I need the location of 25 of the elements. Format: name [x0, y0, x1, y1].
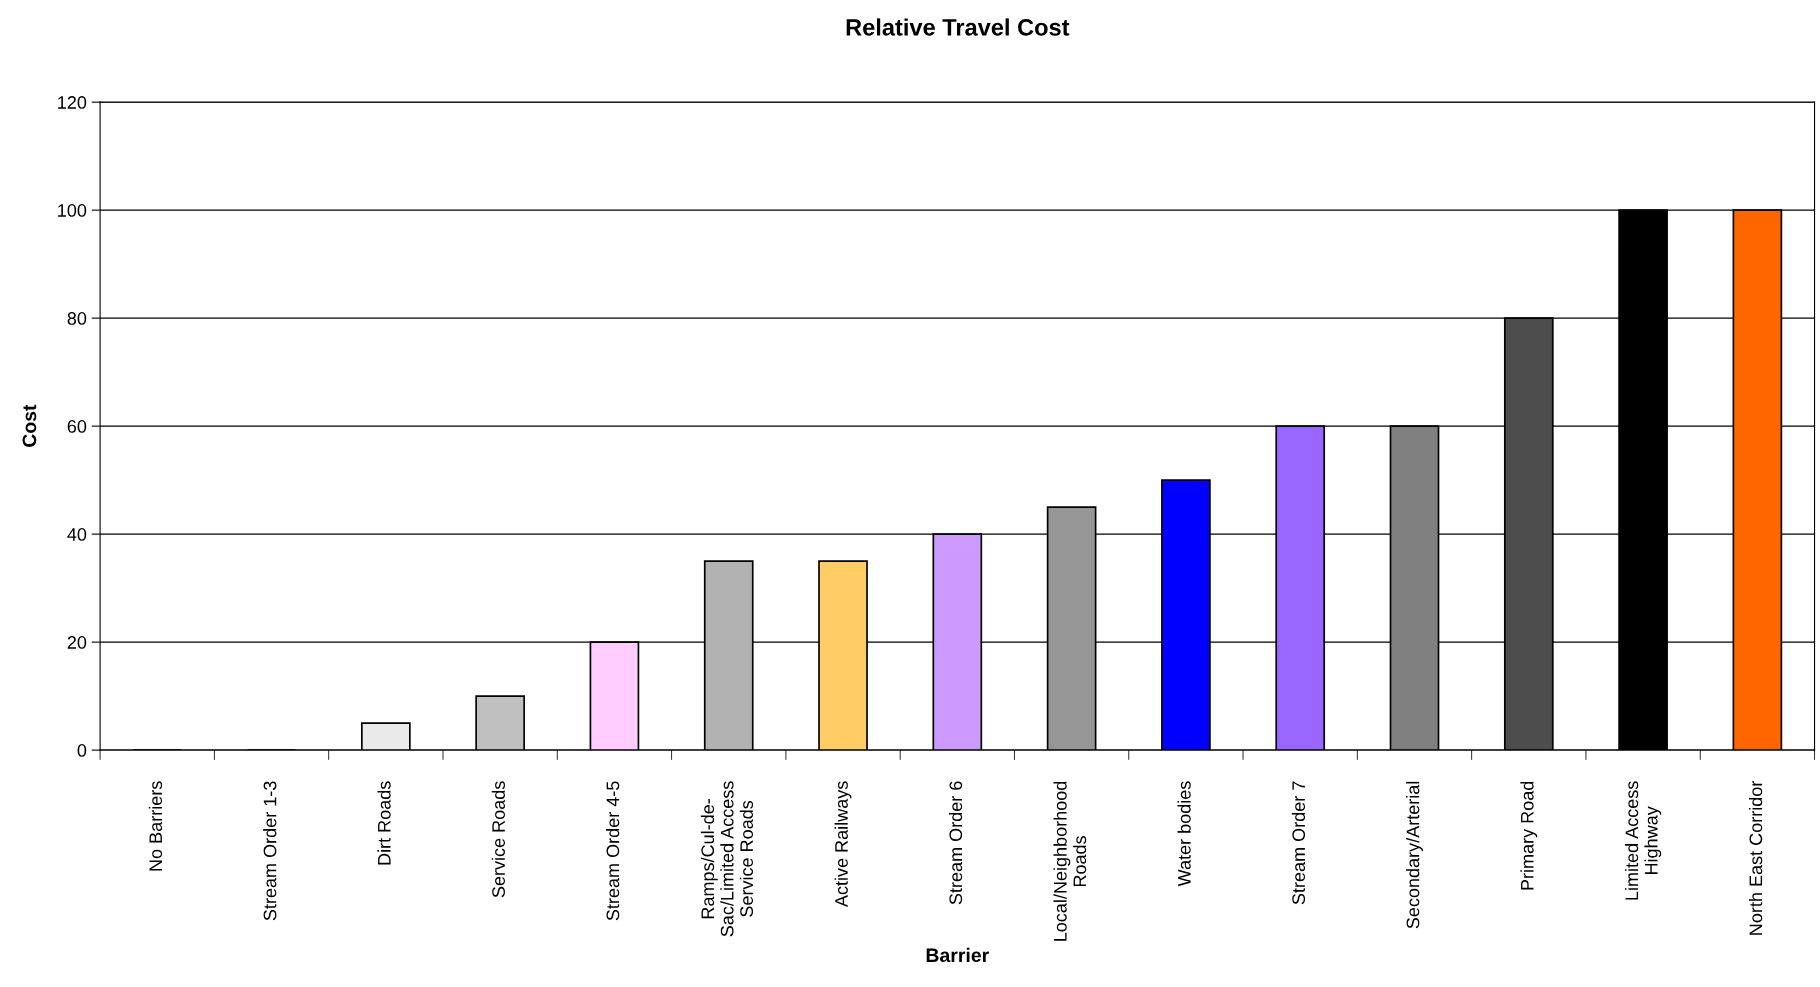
x-tick-label: Ramps/Cul-de- Sac/Limited Access Service Roads	[700, 781, 754, 937]
x-tick-label: North East Corridor	[1748, 780, 1763, 935]
x-tick-label: Active Railways	[834, 781, 852, 908]
x-axis-title: Barrier	[926, 947, 989, 963]
y-axis-title: Cost	[22, 404, 37, 447]
y-tick-label: 40	[67, 528, 87, 541]
x-tick-label: Water bodies	[1177, 781, 1191, 887]
y-tick-label: 60	[67, 420, 87, 433]
x-tick-label: Limited Access Highway	[1624, 781, 1662, 900]
x-tick-label: Stream Order 6	[948, 781, 963, 905]
y-tick-label: 20	[67, 636, 87, 649]
x-tick-label: Stream Order 7	[1291, 781, 1306, 905]
y-tick-label: 80	[67, 312, 87, 325]
chart-title: Relative Travel Cost	[846, 18, 1070, 36]
x-tick-label: Dirt Roads	[377, 781, 391, 865]
y-tick-label: 100	[58, 204, 87, 217]
x-tick-label: Secondary/Arterial	[1406, 781, 1423, 929]
x-tick-label: Stream Order 1-3	[263, 781, 277, 921]
x-tick-label: Local/Neighborhood Roads	[1053, 781, 1087, 941]
y-tick-label: 0	[77, 744, 87, 757]
x-tick-label: Primary Road	[1520, 781, 1538, 890]
y-tick-label: 120	[58, 96, 87, 109]
x-tick-label: Service Roads	[491, 781, 505, 898]
x-tick-label: No Barriers	[148, 781, 163, 871]
x-tick-label: Stream Order 4-5	[606, 781, 620, 921]
